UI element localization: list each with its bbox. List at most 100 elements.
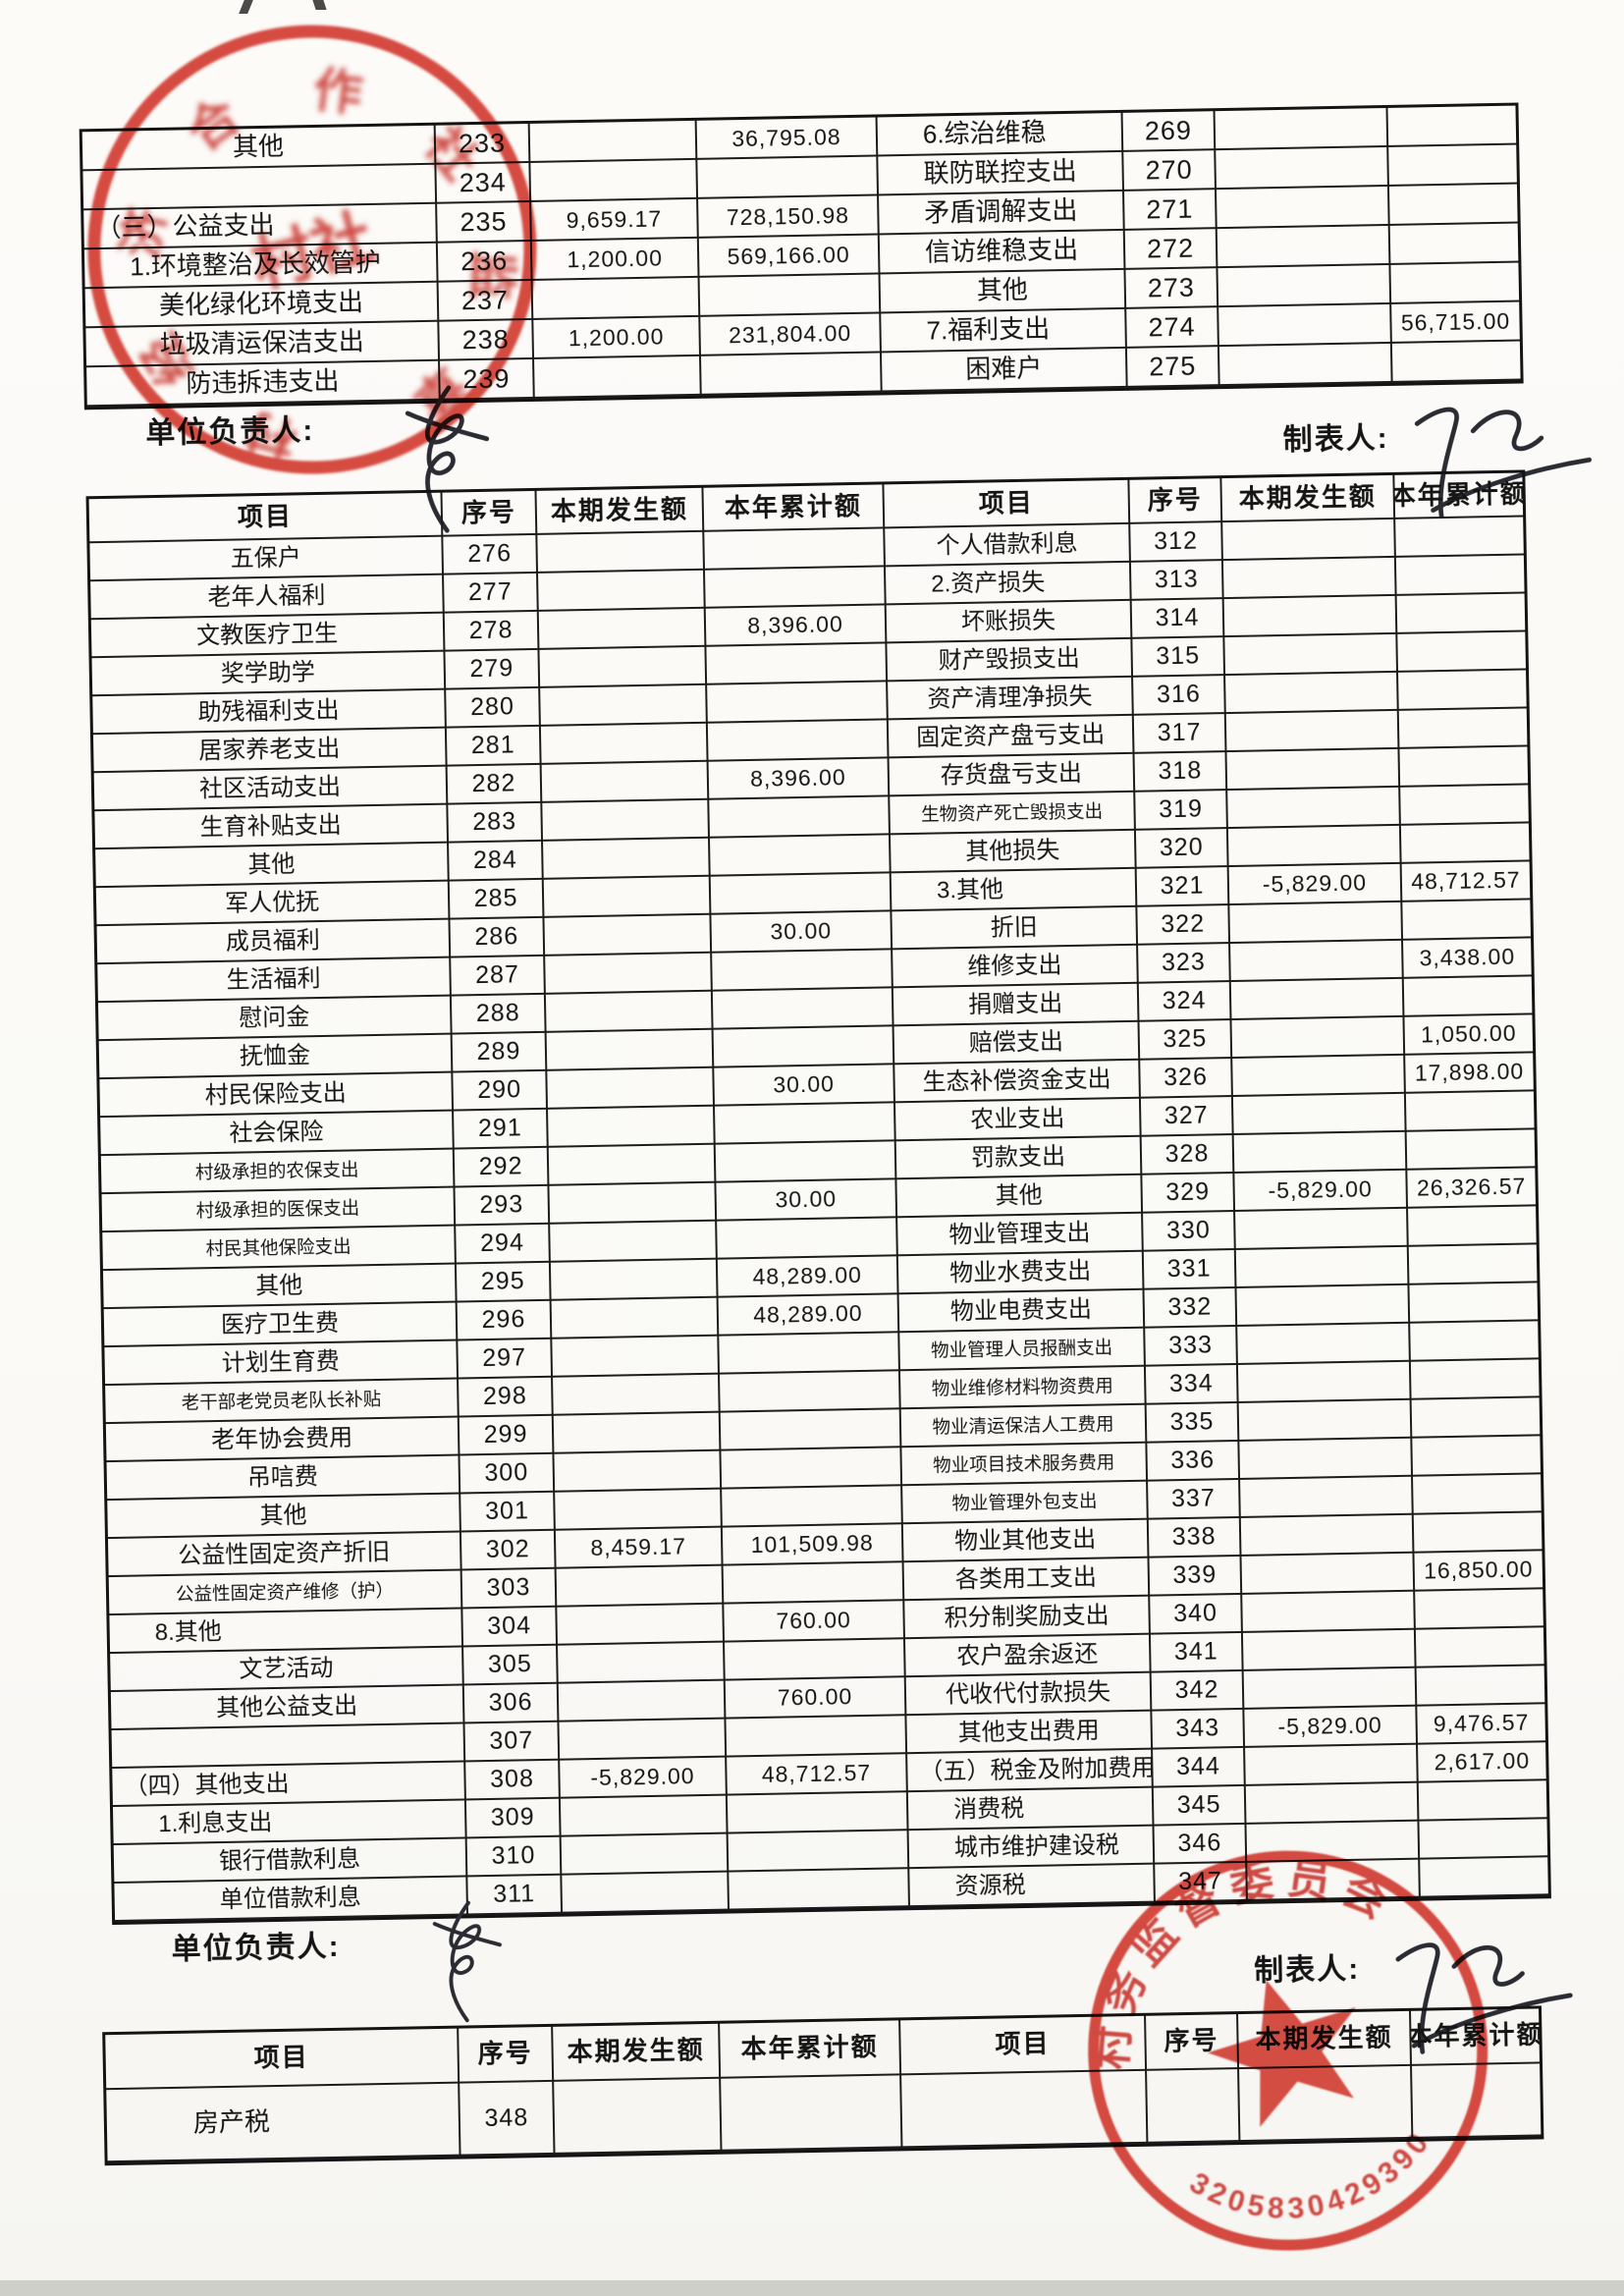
row-274-seq: 274 bbox=[1126, 307, 1219, 349]
stamp-glyph: 济 bbox=[113, 203, 177, 263]
row-338-current bbox=[1240, 1514, 1415, 1557]
row-294-ytd bbox=[717, 1218, 898, 1260]
row-270-item: 联防联控支出 bbox=[878, 151, 1125, 196]
row-326-item: 生态补偿资金支出 bbox=[894, 1060, 1141, 1104]
row-284-current bbox=[543, 838, 711, 880]
row-300-seq: 300 bbox=[460, 1453, 556, 1495]
row-274-current bbox=[1218, 303, 1392, 348]
row-336-current bbox=[1239, 1438, 1414, 1480]
row-292-seq: 292 bbox=[454, 1147, 550, 1188]
row-295-current bbox=[550, 1259, 719, 1301]
row-339-item: 各类用工支出 bbox=[903, 1558, 1151, 1602]
row-309-ytd bbox=[727, 1792, 909, 1834]
column-header-current-amount: 本期发生额 bbox=[1221, 474, 1396, 523]
row-297-ytd bbox=[719, 1333, 900, 1375]
row-313-seq: 313 bbox=[1130, 561, 1224, 601]
row-337-current bbox=[1240, 1476, 1414, 1518]
row-286-current bbox=[544, 914, 713, 957]
row-336-item: 物业项目技术服务费用 bbox=[901, 1443, 1149, 1487]
row-287-item: 生活福利 bbox=[97, 957, 452, 1004]
row-271-ytd bbox=[1388, 184, 1518, 226]
row-233-ytd: 36,795.08 bbox=[696, 117, 879, 160]
row-326-seq: 326 bbox=[1140, 1059, 1233, 1099]
column-header-ytd-amount: 本年累计额 bbox=[1394, 472, 1524, 519]
row-345-ytd bbox=[1418, 1780, 1547, 1822]
row-342-current bbox=[1243, 1667, 1418, 1710]
row-340-item: 积分制奖励支出 bbox=[904, 1596, 1151, 1640]
column-header-seq: 序号 bbox=[1129, 478, 1223, 524]
row-324-current bbox=[1230, 978, 1405, 1021]
table-expense-main: 项目 序号 本期发生额 本年累计额 项目 序号 本期发生额 本年累计额 五保户 276 个人借款利息… bbox=[85, 469, 1551, 1926]
row-339-seq: 339 bbox=[1149, 1556, 1243, 1597]
row-239-ytd bbox=[701, 353, 883, 396]
row-285-seq: 285 bbox=[449, 879, 545, 920]
row-332-seq: 332 bbox=[1144, 1287, 1238, 1329]
row-309-item: 1.利息支出 bbox=[112, 1800, 467, 1846]
row-319-ytd bbox=[1400, 785, 1529, 826]
row-289-item: 抚恤金 bbox=[98, 1034, 454, 1080]
row-337-seq: 337 bbox=[1148, 1479, 1241, 1520]
row-322-seq: 322 bbox=[1137, 905, 1231, 946]
row-312-ytd bbox=[1395, 517, 1524, 558]
stamp-glyph: 作 bbox=[310, 62, 365, 123]
row-320-current bbox=[1227, 825, 1402, 868]
row-338-seq: 338 bbox=[1148, 1517, 1242, 1558]
stamp-glyph: 社 bbox=[414, 117, 488, 190]
row-317-current bbox=[1225, 710, 1400, 753]
row-342-ytd bbox=[1416, 1666, 1545, 1707]
row-308-ytd: 48,712.57 bbox=[727, 1754, 908, 1796]
row-297-current bbox=[552, 1336, 721, 1378]
row-348-item: 房产税 bbox=[106, 2083, 461, 2163]
row-287-current bbox=[545, 953, 713, 995]
row-274-ytd: 56,715.00 bbox=[1391, 301, 1520, 344]
column-header-current-amount: 本期发生额 bbox=[553, 2023, 722, 2082]
row-303-seq: 303 bbox=[461, 1568, 558, 1610]
row-312-item: 个人借款利息 bbox=[885, 523, 1131, 568]
row-341-item: 农户盈余返还 bbox=[904, 1634, 1152, 1678]
row-285-item: 军人优抚 bbox=[95, 881, 451, 927]
row-289-seq: 289 bbox=[452, 1032, 548, 1073]
row-348-current bbox=[554, 2078, 723, 2155]
row-323-item: 维修支出 bbox=[893, 945, 1139, 989]
row-235-ytd: 728,150.98 bbox=[698, 195, 880, 239]
stamp-glyph: 章 bbox=[403, 356, 476, 430]
row-302-current: 8,459.17 bbox=[555, 1527, 724, 1569]
row-345-item: 消费税 bbox=[907, 1787, 1155, 1831]
row-281-current bbox=[540, 723, 709, 765]
row-327-item: 农业支出 bbox=[894, 1098, 1142, 1142]
row-272-seq: 272 bbox=[1124, 229, 1218, 270]
row-308-seq: 308 bbox=[465, 1760, 561, 1801]
row-275-ytd bbox=[1391, 341, 1521, 383]
row-281-item: 居家养老支出 bbox=[92, 728, 448, 774]
row-282-current bbox=[541, 761, 710, 803]
row-298-ytd bbox=[720, 1371, 901, 1413]
row-301-ytd bbox=[722, 1486, 903, 1528]
row-331-item: 物业水费支出 bbox=[897, 1251, 1145, 1295]
row-317-seq: 317 bbox=[1133, 714, 1227, 754]
row-309-seq: 309 bbox=[465, 1798, 562, 1839]
row-316-seq: 316 bbox=[1133, 676, 1226, 716]
row-304-ytd: 760.00 bbox=[724, 1601, 905, 1643]
row-275-current bbox=[1218, 343, 1393, 387]
row-303-item: 公益性固定资产维修（护） bbox=[108, 1570, 463, 1616]
row-273-current bbox=[1218, 264, 1392, 308]
row-325-seq: 325 bbox=[1139, 1020, 1233, 1061]
row-271-seq: 271 bbox=[1124, 190, 1218, 231]
row-282-seq: 282 bbox=[447, 764, 543, 805]
column-header-ytd-amount: 本年累计额 bbox=[703, 484, 886, 532]
row-290-ytd: 30.00 bbox=[714, 1065, 895, 1107]
row-333-item: 物业管理人员报酬支出 bbox=[899, 1328, 1146, 1372]
row-310-seq: 310 bbox=[466, 1836, 563, 1878]
row-292-current bbox=[548, 1144, 717, 1186]
row-333-current bbox=[1237, 1323, 1411, 1365]
row-236-ytd: 569,166.00 bbox=[698, 235, 881, 278]
row-293-ytd: 30.00 bbox=[716, 1179, 898, 1222]
row-308-item: （四）其他支出 bbox=[112, 1762, 466, 1808]
row-294-item: 村民其他保险支出 bbox=[102, 1226, 457, 1272]
column-header-ytd-amount: 本年累计额 bbox=[720, 2020, 902, 2079]
row-332-ytd bbox=[1409, 1283, 1539, 1324]
row-334-seq: 334 bbox=[1145, 1364, 1239, 1405]
row-317-ytd bbox=[1398, 708, 1528, 749]
row-327-seq: 327 bbox=[1140, 1097, 1234, 1137]
row-299-item: 老年协会费用 bbox=[105, 1417, 460, 1463]
